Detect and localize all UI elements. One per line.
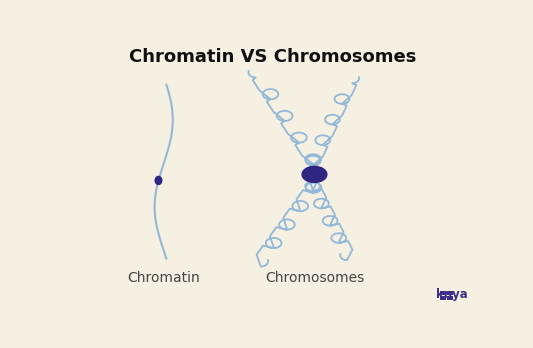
Text: Chromatin: Chromatin bbox=[127, 271, 200, 285]
Text: Chromosomes: Chromosomes bbox=[265, 271, 364, 285]
Circle shape bbox=[302, 166, 327, 182]
Bar bbox=[440, 292, 446, 295]
Text: knya: knya bbox=[437, 288, 468, 301]
Bar bbox=[440, 296, 446, 300]
Text: Chromatin VS Chromosomes: Chromatin VS Chromosomes bbox=[130, 48, 417, 66]
Bar bbox=[448, 296, 453, 300]
Bar bbox=[448, 292, 453, 295]
Ellipse shape bbox=[155, 176, 161, 184]
